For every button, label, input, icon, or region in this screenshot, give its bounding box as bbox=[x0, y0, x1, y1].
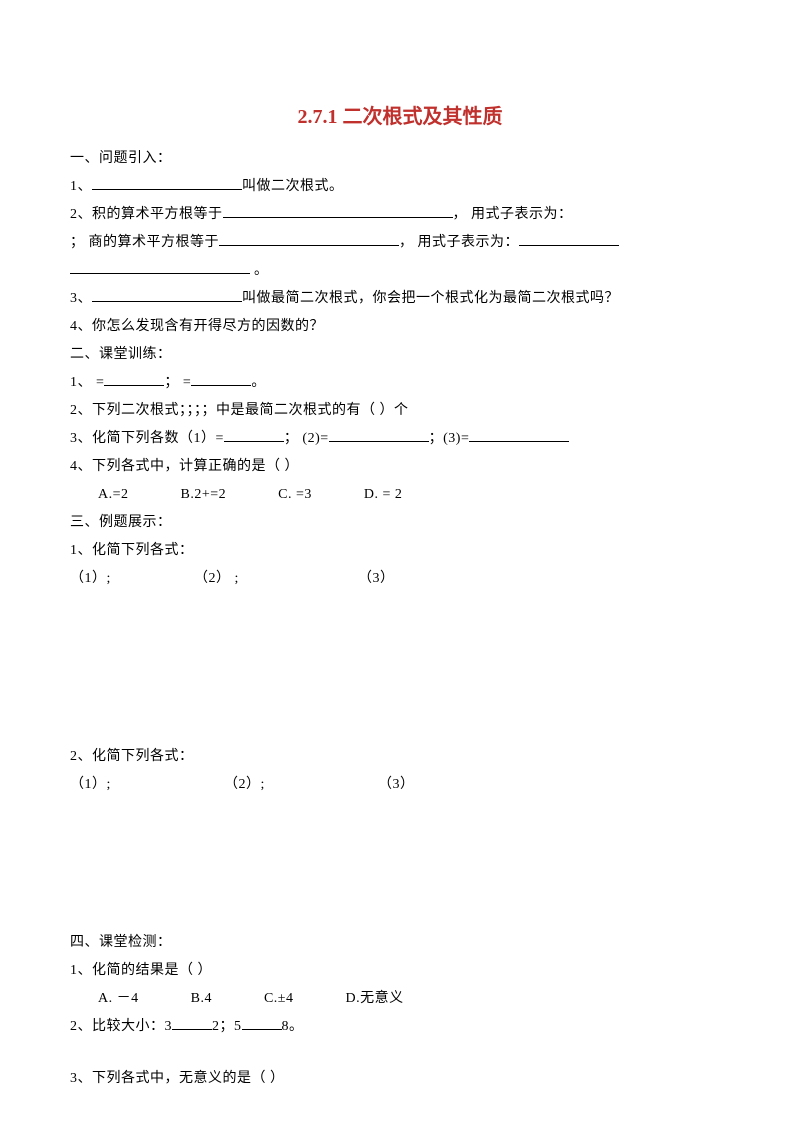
q1-4: 4、你怎么发现含有开得尽方的因数的？ bbox=[70, 313, 730, 341]
s3-p1: 1、化简下列各式： bbox=[70, 537, 730, 565]
page-title: 2.7.1 二次根式及其性质 bbox=[70, 100, 730, 129]
q4-1: 1、化简的结果是（ ） bbox=[70, 957, 730, 985]
blank bbox=[219, 232, 399, 246]
section4-heading: 四、课堂检测： bbox=[70, 929, 730, 957]
q2-3-a: 3、化简下列各数（1）= bbox=[70, 431, 224, 446]
blank bbox=[242, 1016, 282, 1030]
s3-p1-a: （1）; bbox=[70, 565, 190, 593]
opt-d: D.无意义 bbox=[346, 985, 404, 1013]
section1-heading: 一、问题引入： bbox=[70, 145, 730, 173]
section2-heading: 二、课堂训练： bbox=[70, 341, 730, 369]
q2-3-b: ； (2)= bbox=[284, 431, 329, 446]
q1-2-c: ； 商的算术平方根等于 bbox=[70, 235, 219, 250]
blank bbox=[329, 428, 429, 442]
s3-p2-b: （2）; bbox=[224, 771, 374, 799]
q1-3-b: 叫做最简二次根式，你会把一个根式化为最简二次根式吗？ bbox=[242, 291, 619, 306]
blank bbox=[104, 372, 164, 386]
q2-1-c: 。 bbox=[251, 375, 266, 390]
q1-3-a: 3、 bbox=[70, 291, 92, 306]
q4-2: 2、比较大小：3 2；5 8。 bbox=[70, 1013, 730, 1041]
opt-d: D. = 2 bbox=[364, 481, 403, 509]
workspace-gap bbox=[70, 593, 730, 743]
q1-2-a: 2、积的算术平方根等于 bbox=[70, 207, 223, 222]
worksheet-page: 2.7.1 二次根式及其性质 一、问题引入： 1、 叫做二次根式。 2、积的算术平… bbox=[0, 0, 800, 1133]
s3-p2-a: （1）; bbox=[70, 771, 220, 799]
q1-1-b: 叫做二次根式。 bbox=[242, 179, 344, 194]
q1-2-d: ， 用式子表示为： bbox=[399, 235, 519, 250]
q1-2-line1: 2、积的算术平方根等于 ， 用式子表示为： bbox=[70, 201, 730, 229]
q2-1-b: ； = bbox=[164, 375, 191, 390]
workspace-gap bbox=[70, 799, 730, 929]
blank bbox=[469, 428, 569, 442]
q2-1-a: 1、 = bbox=[70, 375, 104, 390]
s3-p1-c: （3） bbox=[358, 565, 395, 593]
q4-2-c: 8。 bbox=[282, 1019, 304, 1034]
opt-b: B.2+=2 bbox=[181, 481, 227, 509]
q2-1: 1、 = ； = 。 bbox=[70, 369, 730, 397]
blank bbox=[224, 428, 284, 442]
blank bbox=[70, 260, 250, 274]
small-gap bbox=[70, 1041, 730, 1065]
s3-p1-b: （2） ; bbox=[194, 565, 354, 593]
s3-p2-sub: （1）; （2）; （3） bbox=[70, 771, 730, 799]
q2-4: 4、下列各式中，计算正确的是（ ） bbox=[70, 453, 730, 481]
blank bbox=[92, 176, 242, 190]
q1-1: 1、 叫做二次根式。 bbox=[70, 173, 730, 201]
blank bbox=[92, 288, 242, 302]
blank bbox=[519, 232, 619, 246]
q1-1-a: 1、 bbox=[70, 179, 92, 194]
q4-3: 3、下列各式中，无意义的是（ ） bbox=[70, 1065, 730, 1093]
opt-a: A. －4 bbox=[98, 985, 139, 1013]
opt-a: A.=2 bbox=[98, 481, 129, 509]
q4-1-options: A. －4 B.4 C.±4 D.无意义 bbox=[70, 985, 730, 1013]
q4-2-b: 2；5 bbox=[212, 1019, 242, 1034]
opt-c: C. =3 bbox=[278, 481, 312, 509]
q2-2: 2、下列二次根式；；；；中是最简二次根式的有（ ）个 bbox=[70, 397, 730, 425]
blank bbox=[191, 372, 251, 386]
s3-p2-c: （3） bbox=[378, 771, 415, 799]
s3-p1-sub: （1）; （2） ; （3） bbox=[70, 565, 730, 593]
q1-2-e: 。 bbox=[254, 263, 269, 278]
blank bbox=[223, 204, 453, 218]
q1-3: 3、 叫做最简二次根式，你会把一个根式化为最简二次根式吗？ bbox=[70, 285, 730, 313]
opt-b: B.4 bbox=[191, 985, 212, 1013]
q2-3: 3、化简下列各数（1）= ； (2)= ；(3)= bbox=[70, 425, 730, 453]
s3-p2: 2、化简下列各式： bbox=[70, 743, 730, 771]
opt-c: C.±4 bbox=[264, 985, 294, 1013]
q1-2-b: ， 用式子表示为： bbox=[453, 207, 573, 222]
q4-2-a: 2、比较大小：3 bbox=[70, 1019, 172, 1034]
blank bbox=[172, 1016, 212, 1030]
q1-2-line3: 。 bbox=[70, 257, 730, 285]
q2-4-options: A.=2 B.2+=2 C. =3 D. = 2 bbox=[70, 481, 730, 509]
q2-3-c: ；(3)= bbox=[429, 431, 470, 446]
q1-2-line2: ； 商的算术平方根等于 ， 用式子表示为： bbox=[70, 229, 730, 257]
section3-heading: 三、例题展示： bbox=[70, 509, 730, 537]
